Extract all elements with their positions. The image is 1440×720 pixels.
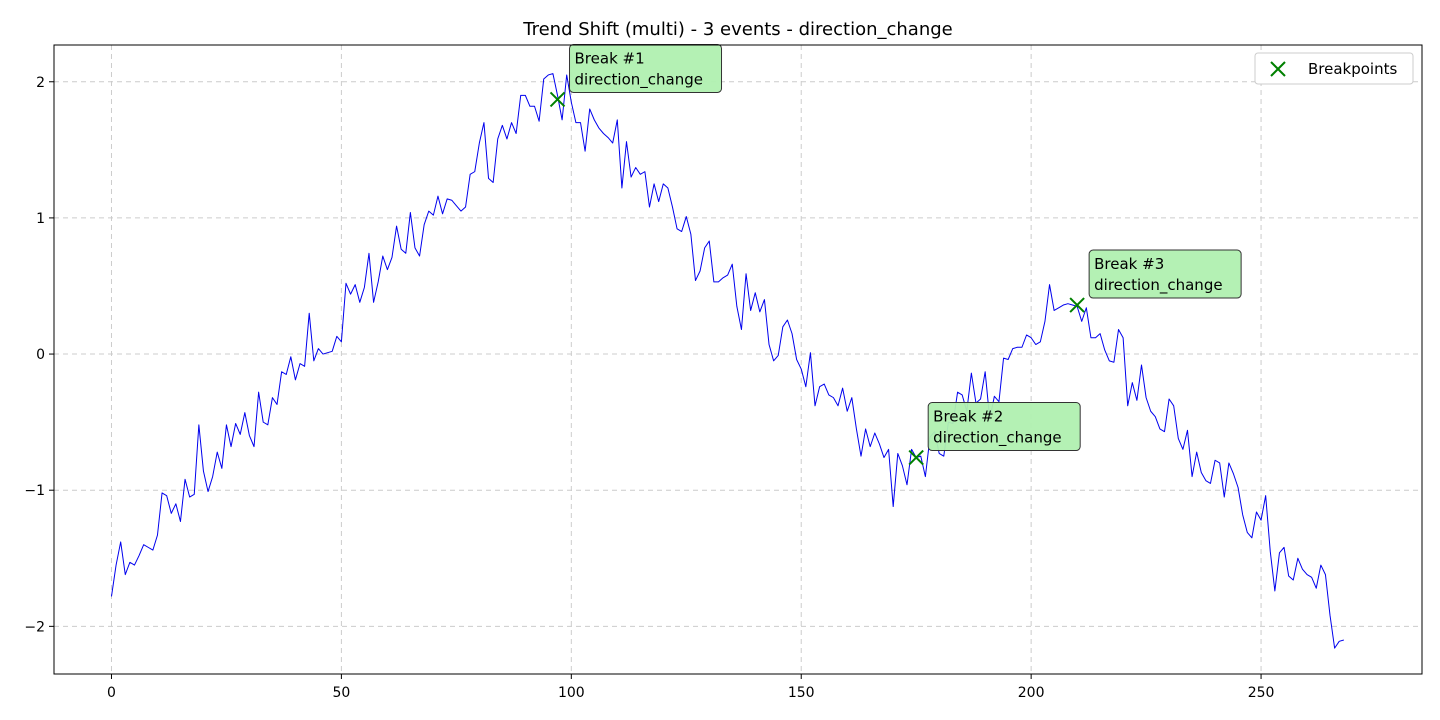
breakpoint-annotation: Break #2 direction_change: [927, 402, 1081, 452]
y-tick-label: −2: [24, 619, 45, 635]
legend-label-breakpoints: Breakpoints: [1308, 60, 1397, 78]
breakpoint-annotation: Break #3 direction_change: [1088, 249, 1242, 299]
annotation-box: [1088, 249, 1242, 299]
plot-frame: [53, 44, 1423, 675]
breakpoint-markers: [549, 91, 1085, 466]
y-tick-label: 0: [36, 347, 45, 363]
axis-ticks: 0 50 100 150 200 250 −2 −1 0 1 2: [24, 75, 1274, 701]
breakpoint-marker: [549, 91, 566, 108]
legend-x-icon: [1270, 61, 1286, 77]
breakpoint-marker: [908, 449, 924, 466]
y-tick-label: −1: [24, 483, 45, 499]
x-tick-label: 200: [1018, 685, 1045, 701]
breakpoint-marker: [1069, 297, 1085, 313]
y-tick-label: 1: [36, 211, 45, 227]
annotation-box: [569, 43, 723, 93]
x-tick-label: 50: [332, 685, 350, 701]
y-tick-label: 2: [36, 75, 45, 91]
annotation-type: direction_change: [933, 429, 1061, 448]
x-tick-label: 150: [788, 685, 815, 701]
breakpoint-annotation: Break #1 direction_change: [569, 43, 723, 93]
grid: [54, 45, 1422, 674]
x-tick-label: 250: [1248, 685, 1275, 701]
series-line: [110, 73, 1344, 649]
x-tick-label: 100: [558, 685, 585, 701]
breakpoint-annotations: Break #1 direction_change Break #2 directio…: [569, 43, 1242, 452]
series-layer: [110, 73, 1344, 649]
annotation-title: Break #2: [933, 408, 1003, 426]
annotation-title: Break #3: [1094, 255, 1164, 273]
chart-title: Trend Shift (multi) - 3 events - directi…: [522, 19, 953, 40]
legend-box: [1254, 52, 1414, 85]
x-tick-label: 0: [107, 685, 116, 701]
legend-breakpoint-marker: [1270, 61, 1286, 77]
annotation-box: [927, 402, 1081, 452]
annotation-title: Break #1: [575, 49, 645, 67]
annotation-type: direction_change: [1094, 276, 1222, 295]
annotation-type: direction_change: [575, 70, 703, 89]
legend: Breakpoints: [1254, 52, 1414, 85]
